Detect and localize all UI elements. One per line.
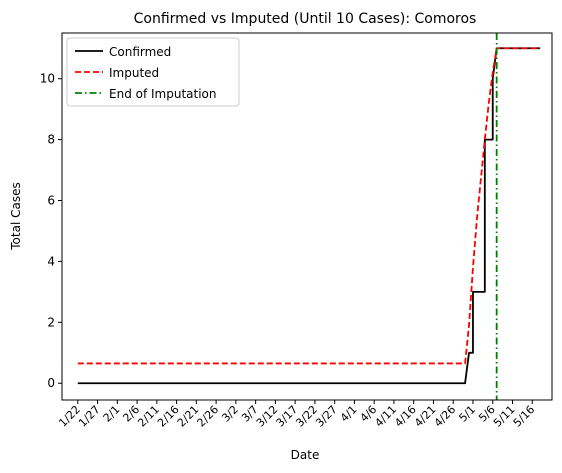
legend-label-end-of-imputation: End of Imputation <box>109 87 217 101</box>
y-tick-label: 4 <box>47 254 55 268</box>
y-axis: 0 2 4 6 8 10 <box>40 72 62 391</box>
y-tick-label: 0 <box>47 376 55 390</box>
y-axis-label: Total Cases <box>9 182 23 250</box>
x-tick-label: 5/1 <box>456 403 478 425</box>
x-tick-label: 3/27 <box>313 403 340 430</box>
x-tick-label: 4/1 <box>338 403 360 425</box>
legend-label-confirmed: Confirmed <box>109 45 171 59</box>
x-axis-label: Date <box>291 448 320 462</box>
x-tick-label: 3/2 <box>219 403 241 425</box>
x-axis: 1/221/272/12/62/112/162/212/263/23/73/12… <box>56 400 537 430</box>
x-tick-label: 5/16 <box>511 403 538 430</box>
x-tick-label: 1/27 <box>76 403 103 430</box>
legend-label-imputed: Imputed <box>109 66 159 80</box>
legend: Confirmed Imputed End of Imputation <box>67 38 239 106</box>
x-tick-label: 2/1 <box>101 403 123 425</box>
chart-title: Confirmed vs Imputed (Until 10 Cases): C… <box>134 11 477 27</box>
y-tick-label: 6 <box>47 194 55 208</box>
x-tick-label: 2/26 <box>195 403 222 430</box>
y-tick-label: 10 <box>40 72 55 86</box>
y-tick-label: 8 <box>47 133 55 147</box>
x-tick-label: 4/26 <box>432 403 459 430</box>
y-tick-label: 2 <box>47 315 55 329</box>
